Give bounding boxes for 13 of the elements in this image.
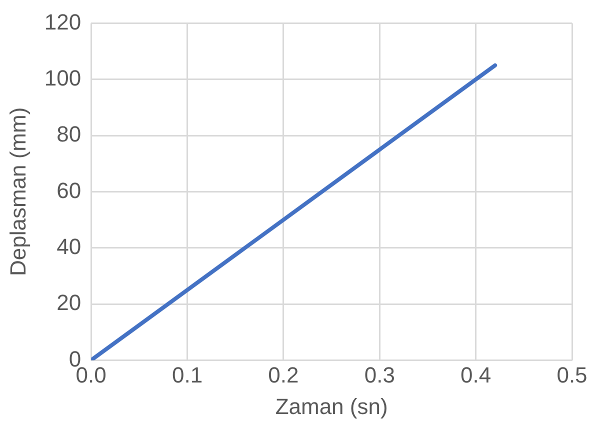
y-tick-label: 120 [44,9,82,34]
y-tick-label: 80 [56,122,82,147]
x-tick-label: 0.1 [172,362,203,388]
x-tick-label: 0.3 [364,362,395,388]
y-tick-label: 20 [56,290,82,316]
y-axis-title: Deplasman (mm) [5,107,30,276]
x-tick-label: 0.5 [556,362,588,388]
y-tick-label: 40 [56,234,82,259]
y-tick-label: 100 [44,65,82,90]
x-tick-label: 0.2 [268,362,299,388]
y-tick-label: 60 [56,178,82,203]
x-tick-label: 0.4 [460,362,492,388]
x-axis-title: Zaman (sn) [275,394,388,419]
